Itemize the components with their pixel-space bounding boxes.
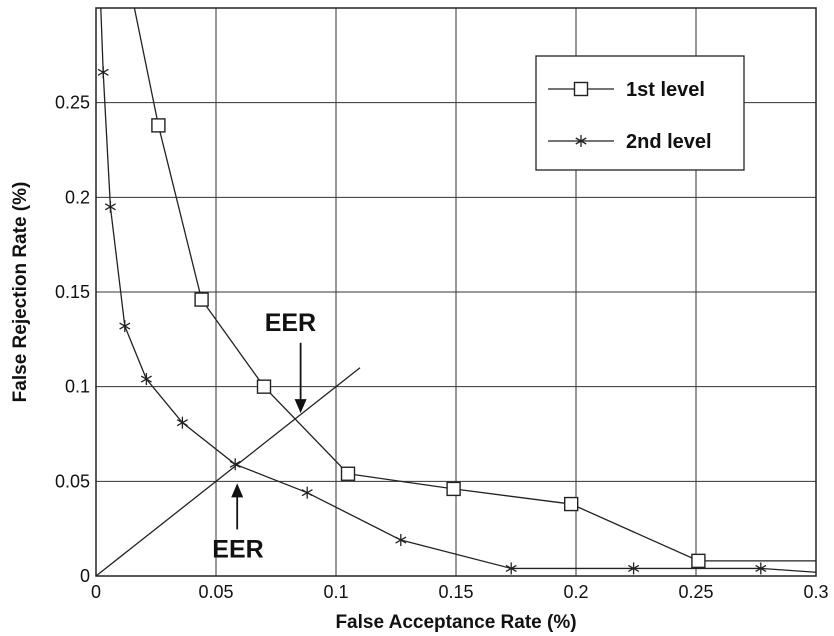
x-axis-ticks: 0 0.05 0.1 0.15 0.2 0.25 0.3 — [91, 582, 829, 602]
x-tick-label: 0.1 — [323, 582, 348, 602]
y-tick-label: 0.05 — [55, 471, 90, 491]
legend-label: 1st level — [626, 79, 705, 101]
eer-annotation-upper: EER — [265, 309, 316, 414]
y-axis-title: False Rejection Rate (%) — [10, 182, 31, 403]
data-point-square — [340, 466, 356, 481]
legend-label: 2nd level — [626, 131, 712, 153]
x-tick-label: 0.15 — [438, 582, 473, 602]
y-tick-label: 0.25 — [55, 93, 90, 113]
legend-entry: 2nd level — [548, 131, 712, 153]
legend-box — [535, 55, 745, 171]
legend-entry: 1st level — [548, 79, 705, 101]
data-point-asterisk — [119, 320, 131, 333]
x-tick-label: 0.05 — [198, 582, 233, 602]
eer-arrow-head — [231, 483, 244, 498]
data-point-square — [151, 118, 166, 133]
x-axis-title: False Acceptance Rate (%) — [335, 612, 576, 633]
legend-marker-square — [573, 81, 589, 97]
legend: 1st level 2nd level — [535, 55, 745, 171]
data-point-asterisk — [140, 373, 152, 386]
y-tick-label: 0.1 — [65, 377, 90, 397]
x-tick-label: 0.2 — [563, 582, 588, 602]
legend-marker-asterisk — [575, 135, 587, 147]
series-layer — [97, 7, 817, 575]
eer-label: EER — [212, 535, 263, 563]
y-axis-ticks: 0 0.05 0.1 0.15 0.2 0.25 — [55, 93, 90, 586]
y-tick-label: 0.2 — [65, 187, 90, 207]
data-point-square — [564, 496, 579, 512]
eer-label: EER — [265, 309, 316, 337]
data-point-asterisk — [395, 534, 407, 547]
plot-frame — [95, 7, 817, 577]
data-point-asterisk — [104, 200, 116, 213]
data-point-asterisk — [176, 416, 188, 429]
data-point-square — [194, 292, 209, 307]
data-point-asterisk — [505, 562, 517, 575]
x-tick-label: 0 — [91, 582, 101, 602]
data-point-asterisk — [301, 486, 313, 499]
x-tick-label: 0.25 — [678, 582, 713, 602]
data-point-asterisk — [628, 562, 640, 575]
annotations: EER EER — [212, 309, 316, 564]
x-tick-label: 0.3 — [803, 582, 828, 602]
data-point-square — [256, 379, 272, 394]
eer-annotation-lower: EER — [212, 483, 264, 563]
data-point-asterisk — [97, 66, 109, 79]
data-point-square — [446, 481, 461, 497]
data-point-asterisk — [229, 458, 241, 471]
series-1 — [133, 7, 816, 569]
y-tick-label: 0 — [80, 566, 90, 586]
eer-arrow-head — [294, 399, 307, 414]
data-point-asterisk — [755, 562, 767, 575]
y-tick-label: 0.15 — [55, 282, 90, 302]
data-point-square — [691, 553, 706, 569]
series-2 — [97, 7, 817, 575]
equal-error-reference-line — [95, 367, 361, 577]
